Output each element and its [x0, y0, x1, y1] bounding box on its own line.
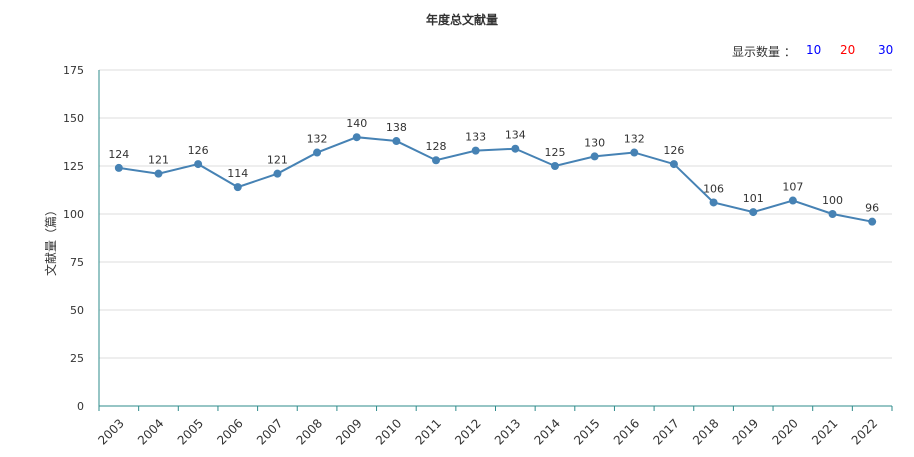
- x-tick-label: 2018: [690, 416, 721, 447]
- x-tick-label: 2012: [452, 416, 483, 447]
- data-point[interactable]: [114, 163, 123, 172]
- data-label: 126: [188, 144, 209, 157]
- data-label: 128: [426, 140, 447, 153]
- x-tick-label: 2016: [611, 416, 642, 447]
- chart-title: 年度总文献量: [426, 12, 498, 27]
- y-tick-label: 150: [63, 112, 84, 125]
- data-point[interactable]: [392, 137, 401, 146]
- data-point[interactable]: [788, 196, 797, 205]
- axes: [98, 70, 893, 411]
- data-label: 132: [624, 133, 645, 146]
- x-tick-label: 2009: [333, 416, 364, 447]
- data-point[interactable]: [550, 162, 559, 170]
- data-label: 132: [307, 133, 328, 146]
- data-label: 114: [227, 167, 248, 180]
- data-label: 125: [544, 146, 565, 159]
- data-point[interactable]: [194, 160, 203, 169]
- data-label: 126: [663, 144, 684, 157]
- data-point[interactable]: [630, 148, 639, 157]
- y-tick-label: 75: [70, 256, 84, 269]
- data-point[interactable]: [233, 183, 242, 192]
- data-point[interactable]: [313, 148, 322, 157]
- x-tick-label: 2005: [175, 416, 206, 447]
- data-label: 121: [148, 154, 169, 167]
- x-tick-label: 2021: [809, 416, 840, 447]
- display-count-option-30[interactable]: 30: [878, 43, 894, 57]
- series-line: [118, 136, 873, 223]
- x-tick-label: 2015: [571, 416, 602, 447]
- data-point[interactable]: [868, 217, 877, 226]
- data-point[interactable]: [749, 208, 758, 217]
- x-tick-label: 2014: [532, 416, 563, 447]
- data-point[interactable]: [590, 152, 599, 161]
- data-label: 96: [865, 202, 879, 215]
- data-label: 133: [465, 131, 486, 144]
- data-point[interactable]: [352, 133, 361, 142]
- data-point[interactable]: [669, 160, 678, 169]
- data-point[interactable]: [471, 146, 480, 155]
- data-label: 101: [743, 192, 764, 205]
- data-label: 121: [267, 154, 288, 167]
- y-axis-label: 文献量（篇）: [43, 204, 58, 276]
- x-tick-label: 2011: [413, 416, 444, 447]
- data-point[interactable]: [154, 169, 163, 178]
- data-point[interactable]: [511, 144, 520, 153]
- display-count-option-10[interactable]: 10: [806, 43, 822, 57]
- y-tick-label: 0: [77, 400, 84, 413]
- data-label: 140: [346, 117, 367, 130]
- data-label: 134: [505, 129, 526, 142]
- y-tick-label: 25: [70, 352, 84, 365]
- data-label: 130: [584, 136, 605, 149]
- data-point[interactable]: [828, 210, 837, 218]
- data-point[interactable]: [273, 169, 282, 178]
- display-count-label: 显示数量 ：: [732, 45, 796, 59]
- x-tick-label: 2003: [95, 416, 126, 447]
- grid-lines: [99, 69, 892, 359]
- data-label: 124: [108, 148, 129, 161]
- x-tick-label: 2007: [254, 416, 285, 447]
- data-point[interactable]: [709, 198, 718, 207]
- x-tick-label: 2010: [373, 416, 404, 447]
- y-tick-label: 50: [70, 304, 84, 317]
- x-tick-label: 2006: [214, 416, 245, 447]
- x-tick-label: 2008: [294, 416, 325, 447]
- x-tick-label: 2013: [492, 416, 523, 447]
- x-tick-label: 2022: [849, 416, 880, 447]
- y-tick-label: 175: [63, 64, 84, 77]
- data-label: 106: [703, 182, 724, 195]
- y-tick-labels: 0 25 50 75 100 125 150 175: [63, 64, 84, 413]
- display-count-option-20[interactable]: 20: [840, 43, 856, 57]
- x-tick-label: 2019: [730, 416, 761, 447]
- x-tick-label: 2004: [135, 416, 166, 447]
- x-tick-label: 2017: [650, 416, 681, 447]
- data-labels: 124 121 126 114 121 132 140 138 128 133 134 125 130 1…: [108, 117, 879, 214]
- data-label: 138: [386, 121, 407, 134]
- data-label: 107: [782, 181, 803, 194]
- x-tick-label: 2020: [769, 416, 800, 447]
- data-label: 100: [822, 194, 843, 207]
- series-line-group: [114, 133, 877, 226]
- x-tick-labels: 2003 2004 2005 2006 2007 2008 2009 2010 2011 2012…: [95, 416, 880, 447]
- y-tick-label: 100: [63, 208, 84, 221]
- data-point[interactable]: [432, 156, 441, 165]
- y-tick-label: 125: [63, 160, 84, 173]
